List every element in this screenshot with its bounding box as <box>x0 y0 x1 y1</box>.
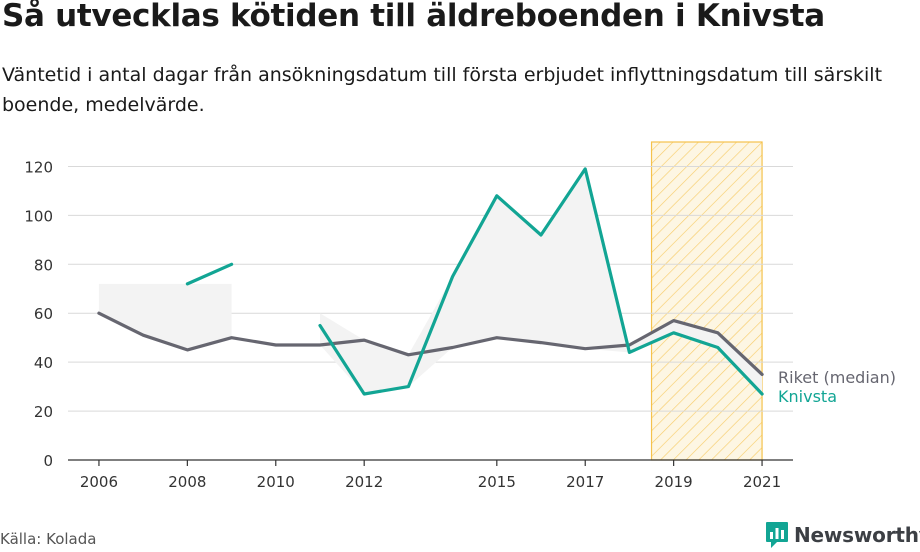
chart-title: Så utvecklas kötiden till äldreboenden i… <box>2 0 825 34</box>
y-tick-label: 40 <box>34 354 53 372</box>
x-tick-label: 2017 <box>566 473 604 491</box>
series-line-riket <box>97 311 764 376</box>
series-labels: Riket (median)Knivsta <box>778 368 896 406</box>
y-tick-label: 60 <box>34 305 53 323</box>
range-band-area <box>98 283 232 350</box>
y-tick-label: 120 <box>24 158 53 176</box>
x-tick-label: 2019 <box>655 473 693 491</box>
x-tick-label: 2021 <box>743 473 781 491</box>
series-line-knivsta <box>185 167 764 396</box>
x-tick-label: 2012 <box>345 473 383 491</box>
x-tick-label: 2008 <box>168 473 206 491</box>
y-tick-label: 20 <box>34 403 53 421</box>
y-tick-label: 80 <box>34 256 53 274</box>
newsworthy-logo: Newsworthy <box>765 518 920 552</box>
x-tick-label: 2010 <box>257 473 295 491</box>
x-tick-label: 2006 <box>80 473 118 491</box>
source-note: Källa: Kolada <box>0 530 97 548</box>
chart-background <box>650 141 763 461</box>
series-label-knivsta: Knivsta <box>778 387 837 406</box>
highlight-period <box>650 141 763 461</box>
range-band-area <box>320 168 763 394</box>
brand-name: Newsworthy <box>794 523 920 547</box>
y-tick-label: 0 <box>43 452 53 470</box>
y-tick-label: 100 <box>24 207 53 225</box>
newsworthy-icon <box>766 522 788 548</box>
x-tick-label: 2015 <box>478 473 516 491</box>
series-lines <box>97 167 764 396</box>
axes: 0 20 40 60 80 100 120 2006 2008 2010 2012 2015 2017 2… <box>24 158 793 491</box>
gridlines <box>68 165 793 412</box>
series-label-riket: Riket (median) <box>778 368 896 387</box>
range-band <box>98 168 763 394</box>
chart-subtitle: Väntetid i antal dagar från ansökningsda… <box>2 64 883 116</box>
